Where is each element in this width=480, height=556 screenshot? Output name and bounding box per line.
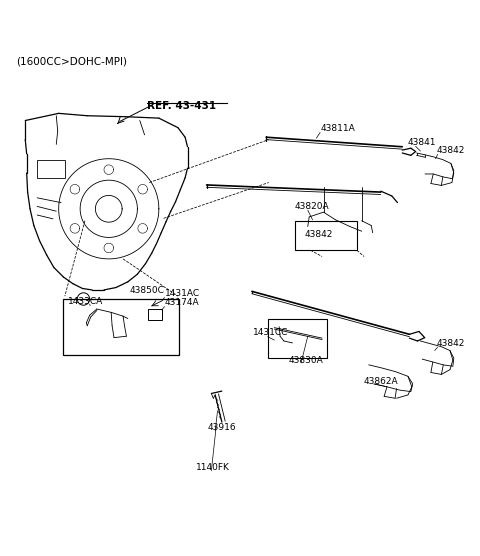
Text: 43862A: 43862A <box>363 377 398 386</box>
Text: 43842: 43842 <box>437 339 465 348</box>
Text: 43811A: 43811A <box>320 124 355 133</box>
Text: 43916: 43916 <box>207 423 236 432</box>
Text: 43174A: 43174A <box>165 298 199 307</box>
Bar <box>268 319 327 358</box>
Bar <box>37 160 65 178</box>
Bar <box>295 221 357 250</box>
Text: 43841: 43841 <box>408 138 436 147</box>
Text: 43850C: 43850C <box>129 286 164 295</box>
Text: REF. 43-431: REF. 43-431 <box>147 101 216 111</box>
Text: 1431AC: 1431AC <box>165 289 200 298</box>
Text: 43820A: 43820A <box>295 202 329 211</box>
Bar <box>148 310 162 320</box>
Bar <box>63 299 179 355</box>
Text: 43842: 43842 <box>304 230 333 239</box>
Text: 1433CA: 1433CA <box>68 297 104 306</box>
Text: 43830A: 43830A <box>288 356 324 365</box>
Text: 1140FK: 1140FK <box>196 463 230 472</box>
Text: (1600CC>DOHC-MPI): (1600CC>DOHC-MPI) <box>16 56 127 66</box>
Text: 1431CC: 1431CC <box>253 328 289 337</box>
Text: 43842: 43842 <box>437 146 465 155</box>
